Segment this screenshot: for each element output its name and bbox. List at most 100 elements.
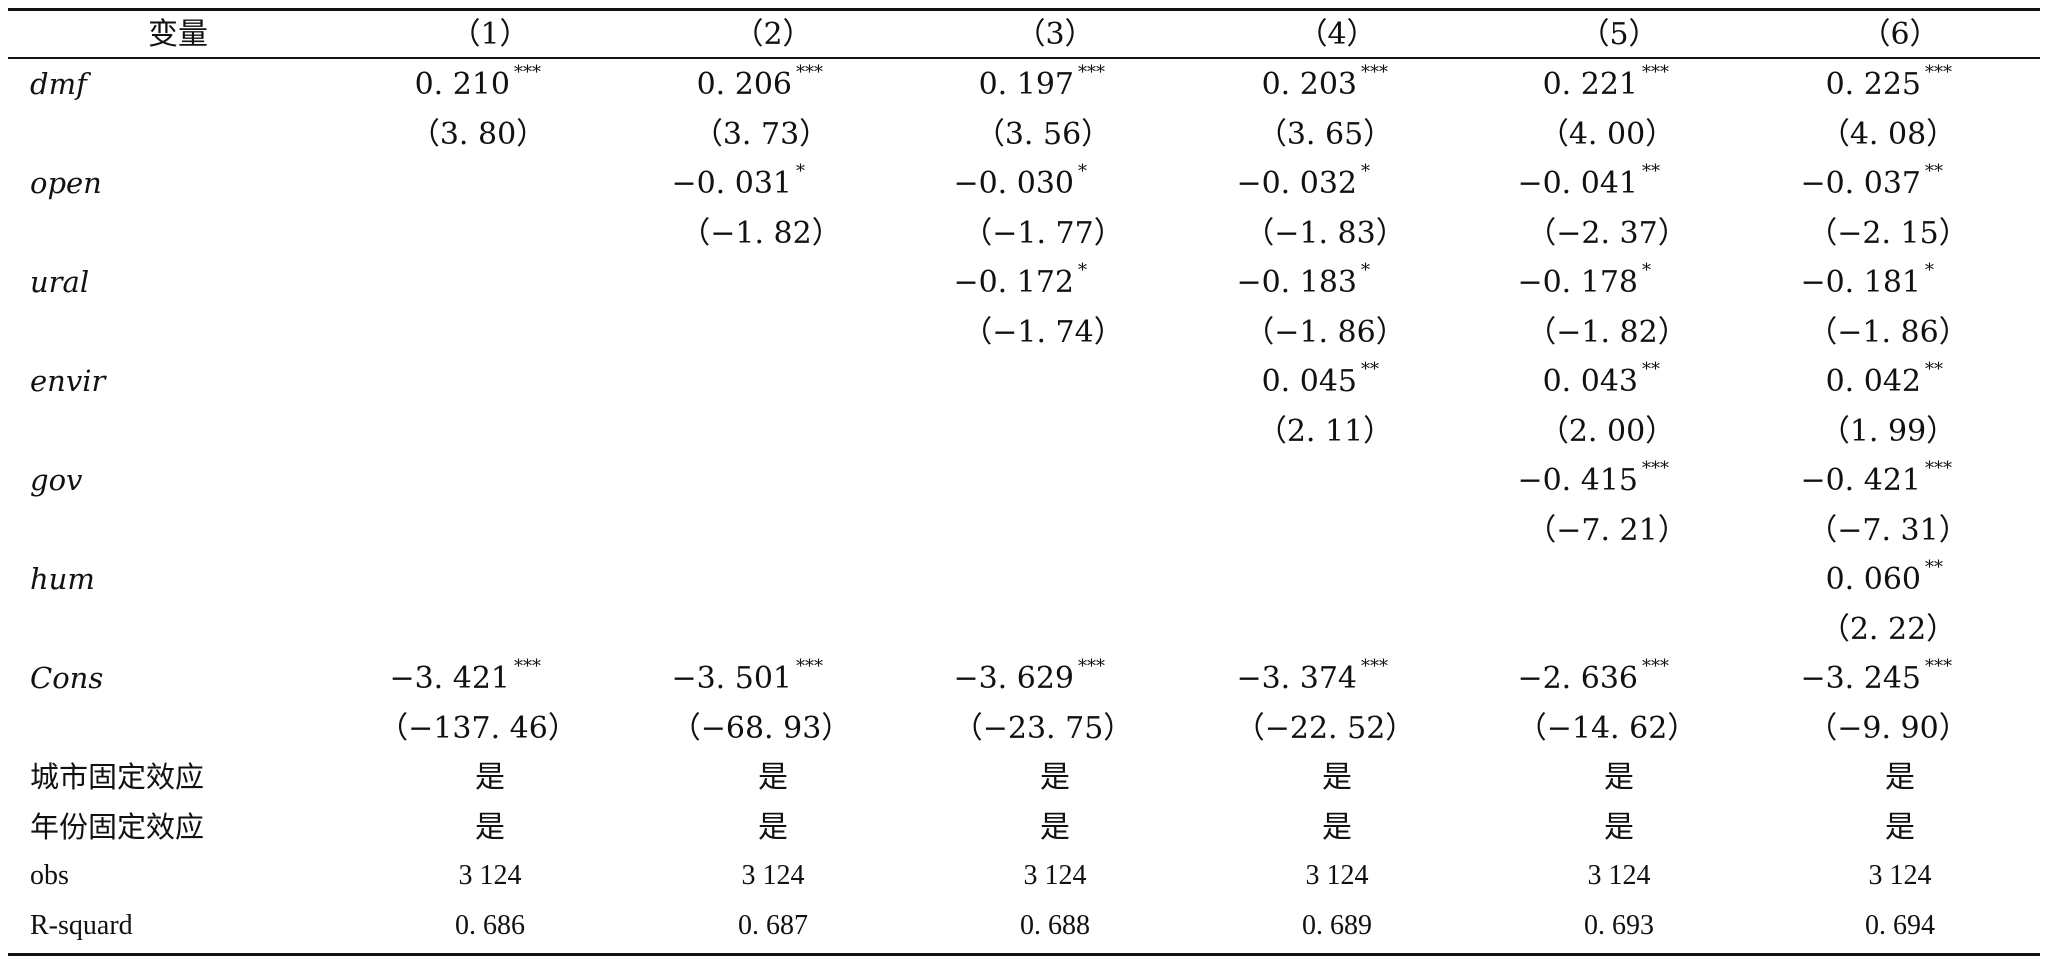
significance-stars: ***: [514, 62, 541, 83]
coef-value: −3. 421: [389, 661, 510, 696]
significance-stars: ***: [1925, 458, 1952, 479]
coef-open-col5: −0. 041: [1517, 169, 1638, 199]
coef-value: 0. 210: [414, 67, 510, 102]
significance-stars: *: [1361, 260, 1370, 281]
top-rule: [8, 8, 2040, 11]
row-label-dmf: dmf: [30, 67, 87, 101]
significance-stars: ***: [1361, 62, 1388, 83]
significance-stars: ***: [1642, 458, 1669, 479]
coef-dmf-col3: 0. 197: [979, 70, 1074, 100]
significance-stars: *: [1078, 161, 1087, 182]
significance-stars: ***: [514, 656, 541, 677]
t-stat-envir-col5: （2. 00）: [1538, 414, 1676, 449]
footer-value-col2: 0. 687: [738, 910, 808, 941]
t-stat-open-col2: （−1. 82）: [680, 216, 842, 251]
significance-stars: **: [1642, 161, 1660, 182]
coef-value: −0. 172: [953, 265, 1074, 300]
significance-stars: ***: [1925, 656, 1952, 677]
bottom-rule: [8, 953, 2040, 956]
row-label-hum: hum: [30, 562, 95, 596]
coef-Cons-col5: −2. 636: [1517, 664, 1638, 694]
footer-value-col1: 0. 686: [455, 910, 525, 941]
coef-value: −0. 181: [1800, 265, 1921, 300]
coef-value: 0. 225: [1825, 67, 1921, 102]
t-stat-envir-col4: （2. 11）: [1256, 414, 1394, 449]
coef-open-col6: −0. 037: [1800, 169, 1921, 199]
column-header-3: （3）: [1015, 17, 1095, 52]
t-stat-ural-col5: （−1. 82）: [1526, 315, 1688, 350]
significance-stars: **: [1925, 557, 1943, 578]
t-stat-ural-col6: （−1. 86）: [1807, 315, 1969, 350]
footer-value-col5: 是: [1604, 810, 1634, 845]
coef-value: 0. 042: [1825, 364, 1921, 399]
footer-value-col1: 3 124: [458, 860, 522, 891]
column-header-4: （4）: [1297, 17, 1377, 52]
footer-value-col4: 是: [1322, 810, 1352, 845]
coef-dmf-col4: 0. 203: [1262, 70, 1357, 100]
coef-value: −0. 030: [953, 166, 1074, 201]
footer-label: R-squard: [30, 910, 133, 941]
t-stat-gov-col6: （−7. 31）: [1807, 513, 1969, 548]
t-stat-Cons-col5: （−14. 62）: [1516, 711, 1698, 746]
coef-open-col3: −0. 030: [953, 169, 1074, 199]
header-rule: [8, 57, 2040, 59]
significance-stars: *: [1361, 161, 1370, 182]
t-stat-dmf-col5: （4. 00）: [1538, 117, 1676, 152]
significance-stars: **: [1642, 359, 1660, 380]
footer-value-col6: 是: [1885, 760, 1915, 795]
coef-dmf-col1: 0. 210: [415, 70, 510, 100]
coef-value: −0. 183: [1236, 265, 1357, 300]
row-label-gov: gov: [30, 463, 83, 497]
t-stat-dmf-col4: （3. 65）: [1256, 117, 1394, 152]
row-label-envir: envir: [30, 364, 106, 398]
footer-value-col6: 是: [1885, 810, 1915, 845]
coef-value: −3. 501: [671, 661, 792, 696]
significance-stars: ***: [1642, 62, 1669, 83]
coef-value: −3. 374: [1236, 661, 1357, 696]
coef-value: −3. 245: [1800, 661, 1921, 696]
footer-value-col6: 3 124: [1868, 860, 1932, 891]
footer-value-col3: 3 124: [1023, 860, 1087, 891]
footer-value-col2: 3 124: [741, 860, 805, 891]
footer-value-col4: 0. 689: [1302, 910, 1372, 941]
significance-stars: *: [1078, 260, 1087, 281]
coef-value: −0. 178: [1517, 265, 1638, 300]
coef-ural-col4: −0. 183: [1236, 268, 1357, 298]
coef-Cons-col3: −3. 629: [953, 664, 1074, 694]
t-stat-Cons-col3: （−23. 75）: [952, 711, 1134, 746]
coef-value: −0. 031: [671, 166, 792, 201]
row-label-ural: ural: [30, 265, 90, 299]
t-stat-ural-col3: （−1. 74）: [962, 315, 1124, 350]
coef-Cons-col2: −3. 501: [671, 664, 792, 694]
column-header-6: （6）: [1860, 17, 1940, 52]
t-stat-Cons-col2: （−68. 93）: [670, 711, 852, 746]
coef-value: 0. 060: [1825, 562, 1921, 597]
footer-value-col6: 0. 694: [1865, 910, 1935, 941]
coef-value: −0. 032: [1236, 166, 1357, 201]
coef-value: 0. 206: [696, 67, 792, 102]
footer-value-col2: 是: [758, 760, 788, 795]
footer-value-col5: 3 124: [1587, 860, 1651, 891]
coef-Cons-col6: −3. 245: [1800, 664, 1921, 694]
column-header-2: （2）: [733, 17, 813, 52]
footer-value-col2: 是: [758, 810, 788, 845]
column-header-5: （5）: [1579, 17, 1659, 52]
t-stat-open-col3: （−1. 77）: [962, 216, 1124, 251]
coef-ural-col5: −0. 178: [1517, 268, 1638, 298]
variable-header: 变量: [148, 17, 208, 52]
row-label-Cons: Cons: [30, 661, 104, 695]
coef-gov-col6: −0. 421: [1800, 466, 1921, 496]
significance-stars: ***: [1078, 656, 1105, 677]
coef-Cons-col1: −3. 421: [389, 664, 510, 694]
significance-stars: **: [1925, 359, 1943, 380]
t-stat-dmf-col2: （3. 73）: [692, 117, 830, 152]
significance-stars: *: [796, 161, 805, 182]
coef-value: −0. 415: [1517, 463, 1638, 498]
coef-envir-col5: 0. 043: [1543, 367, 1638, 397]
t-stat-open-col5: （−2. 37）: [1526, 216, 1688, 251]
coef-value: 0. 221: [1542, 67, 1638, 102]
significance-stars: ***: [1361, 656, 1388, 677]
significance-stars: ***: [1925, 62, 1952, 83]
coef-value: −0. 041: [1517, 166, 1638, 201]
t-stat-open-col4: （−1. 83）: [1244, 216, 1406, 251]
